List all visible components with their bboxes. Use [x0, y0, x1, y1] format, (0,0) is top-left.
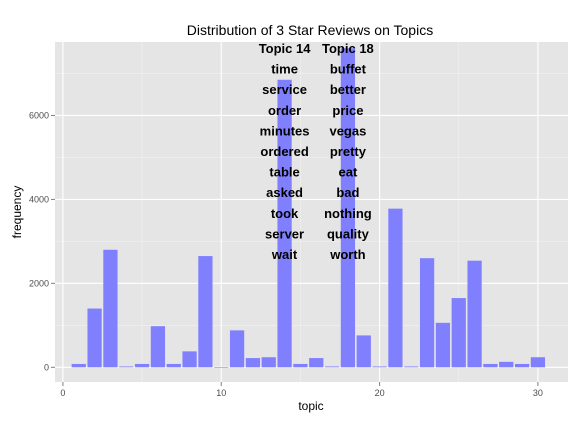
bar-topic-25 — [451, 298, 466, 368]
bar-topic-28 — [499, 361, 514, 368]
annotation-word: worth — [329, 247, 365, 262]
y-tick-label: 0 — [44, 362, 49, 372]
annotation-word: table — [269, 165, 299, 180]
annotation-heading: Topic 18 — [322, 41, 374, 56]
x-tick-label: 0 — [60, 388, 65, 398]
annotation-word: wait — [271, 247, 298, 262]
bar-topic-15 — [293, 363, 308, 368]
annotation-word: quality — [327, 226, 370, 241]
chart-title: Distribution of 3 Star Reviews on Topics — [187, 22, 433, 38]
bar-topic-4 — [119, 366, 134, 368]
bar-topic-17 — [324, 366, 340, 368]
bar-topic-7 — [166, 363, 181, 368]
bars — [71, 48, 546, 368]
annotation-word: asked — [266, 185, 303, 200]
bar-topic-20 — [372, 366, 387, 368]
x-tick-label: 10 — [216, 388, 226, 398]
annotation-word: pretty — [330, 144, 367, 159]
bar-topic-13 — [261, 357, 276, 368]
bar-topic-10 — [214, 367, 229, 368]
annotation-word: ordered — [260, 144, 308, 159]
annotation-word: took — [271, 206, 299, 221]
y-axis: 0 2000 4000 6000 — [29, 110, 55, 372]
annotation-word: minutes — [260, 123, 310, 138]
x-axis: 0 10 20 30 — [60, 382, 543, 398]
bar-topic-11 — [229, 330, 245, 368]
bar-topic-30 — [530, 357, 546, 368]
annotation-word: vegas — [329, 123, 366, 138]
annotation-topic-18: Topic 18 buffet better price vegas pretty eat b… — [322, 41, 374, 262]
bar-topic-6 — [150, 326, 166, 368]
x-axis-title: topic — [298, 399, 323, 413]
bar-topic-2 — [87, 308, 102, 368]
annotation-heading: Topic 14 — [259, 41, 312, 56]
y-axis-title: frequency — [10, 186, 24, 239]
annotation-word: eat — [339, 165, 358, 180]
annotation-word: service — [262, 82, 307, 97]
annotation-word: time — [271, 62, 298, 77]
y-tick-label: 4000 — [29, 194, 49, 204]
bar-topic-23 — [419, 258, 435, 368]
bar-topic-16 — [309, 358, 324, 368]
annotation-word: price — [332, 103, 363, 118]
bar-topic-1 — [71, 363, 86, 368]
bar-topic-5 — [134, 363, 150, 368]
bar-topic-8 — [182, 351, 197, 368]
bar-topic-21 — [388, 208, 403, 368]
annotation-word: bad — [336, 185, 359, 200]
y-tick-label: 2000 — [29, 278, 49, 288]
bar-topic-18 — [340, 48, 356, 368]
bar-topic-9 — [198, 256, 213, 368]
x-tick-label: 20 — [375, 388, 385, 398]
bar-topic-14 — [277, 79, 292, 368]
bar-topic-26 — [467, 260, 482, 368]
annotation-word: order — [268, 103, 301, 118]
bar-topic-3 — [103, 249, 118, 368]
plot-panel — [55, 42, 568, 382]
bar-topic-12 — [245, 358, 261, 368]
annotation-topic-14: Topic 14 time service order minutes ordered ta… — [259, 41, 312, 262]
topic-annotations: Topic 14 time service order minutes ordered ta… — [259, 41, 374, 262]
y-tick-label: 6000 — [29, 110, 49, 120]
annotation-word: better — [330, 82, 366, 97]
bar-topic-24 — [435, 322, 451, 368]
annotation-word: buffet — [330, 62, 367, 77]
bar-topic-29 — [514, 363, 530, 368]
bar-topic-19 — [356, 335, 371, 368]
bar-topic-27 — [483, 363, 498, 368]
annotation-word: server — [265, 226, 304, 241]
x-tick-label: 30 — [533, 388, 543, 398]
bar-topic-22 — [404, 366, 419, 368]
annotation-word: nothing — [324, 206, 372, 221]
